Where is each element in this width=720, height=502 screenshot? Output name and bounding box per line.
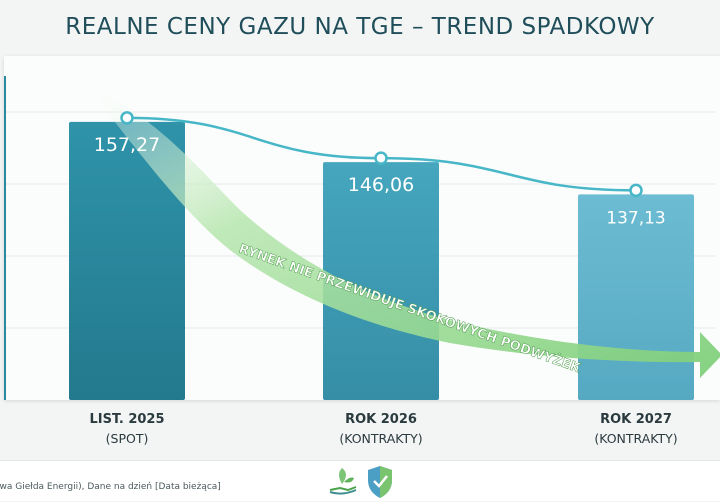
value-label-2: 146,06 (348, 174, 414, 196)
bar-1 (69, 121, 185, 400)
value-label-1: 157,27 (94, 134, 160, 156)
trend-point-2 (374, 151, 388, 165)
footer (0, 460, 720, 501)
trend-point-1 (120, 111, 134, 125)
trend-point-3 (629, 183, 643, 198)
hand-leaf-icon (329, 468, 357, 495)
bar-2 (323, 162, 439, 400)
bar-chart: RYNEK NIE PRZEWIDUJE SKOKOWYCH PODWYŻEK … (4, 76, 720, 400)
category-label-2: ROK 2026 (345, 412, 417, 427)
category-sublabel-3: (KONTRAKTY) (594, 431, 678, 446)
shield-check-icon (368, 466, 392, 498)
source-note: owa Giełda Energii), Dane na dzień [Data… (0, 482, 221, 492)
trend-arrow (88, 88, 720, 378)
category-sublabel-1: (SPOT) (105, 431, 149, 446)
footer-icons (329, 466, 392, 498)
value-label-3: 137,13 (606, 208, 665, 228)
category-label-3: ROK 2027 (600, 412, 672, 427)
category-sublabel-2: (KONTRAKTY) (339, 431, 423, 446)
category-label-1: LIST. 2025 (89, 412, 165, 427)
chart-title: REALNE CENY GAZU NA TGE – TREND SPADKOWY (65, 14, 655, 40)
